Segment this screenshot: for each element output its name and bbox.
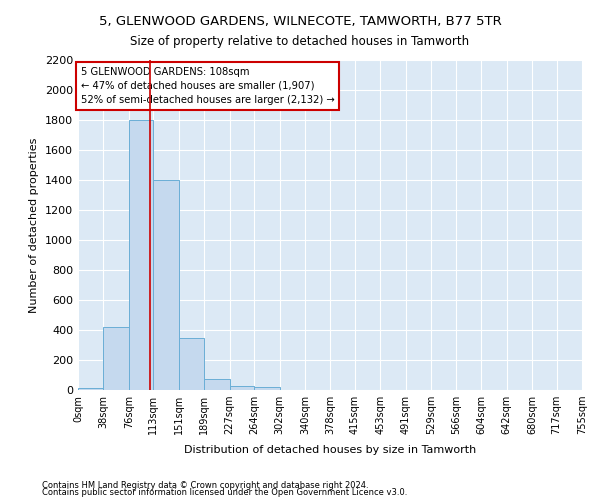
Text: 5 GLENWOOD GARDENS: 108sqm
← 47% of detached houses are smaller (1,907)
52% of s: 5 GLENWOOD GARDENS: 108sqm ← 47% of deta… <box>80 66 334 105</box>
Bar <box>129 120 154 390</box>
X-axis label: Distribution of detached houses by size in Tamworth: Distribution of detached houses by size … <box>184 446 476 456</box>
Text: Contains HM Land Registry data © Crown copyright and database right 2024.: Contains HM Land Registry data © Crown c… <box>42 480 368 490</box>
Bar <box>254 387 280 390</box>
Text: Contains public sector information licensed under the Open Government Licence v3: Contains public sector information licen… <box>42 488 407 497</box>
Bar <box>179 338 204 390</box>
Bar <box>230 386 254 390</box>
Bar <box>154 180 179 390</box>
Y-axis label: Number of detached properties: Number of detached properties <box>29 138 40 312</box>
Bar <box>103 327 129 390</box>
Bar <box>78 388 103 390</box>
Text: 5, GLENWOOD GARDENS, WILNECOTE, TAMWORTH, B77 5TR: 5, GLENWOOD GARDENS, WILNECOTE, TAMWORTH… <box>98 15 502 28</box>
Bar <box>204 379 230 390</box>
Text: Size of property relative to detached houses in Tamworth: Size of property relative to detached ho… <box>130 35 470 48</box>
